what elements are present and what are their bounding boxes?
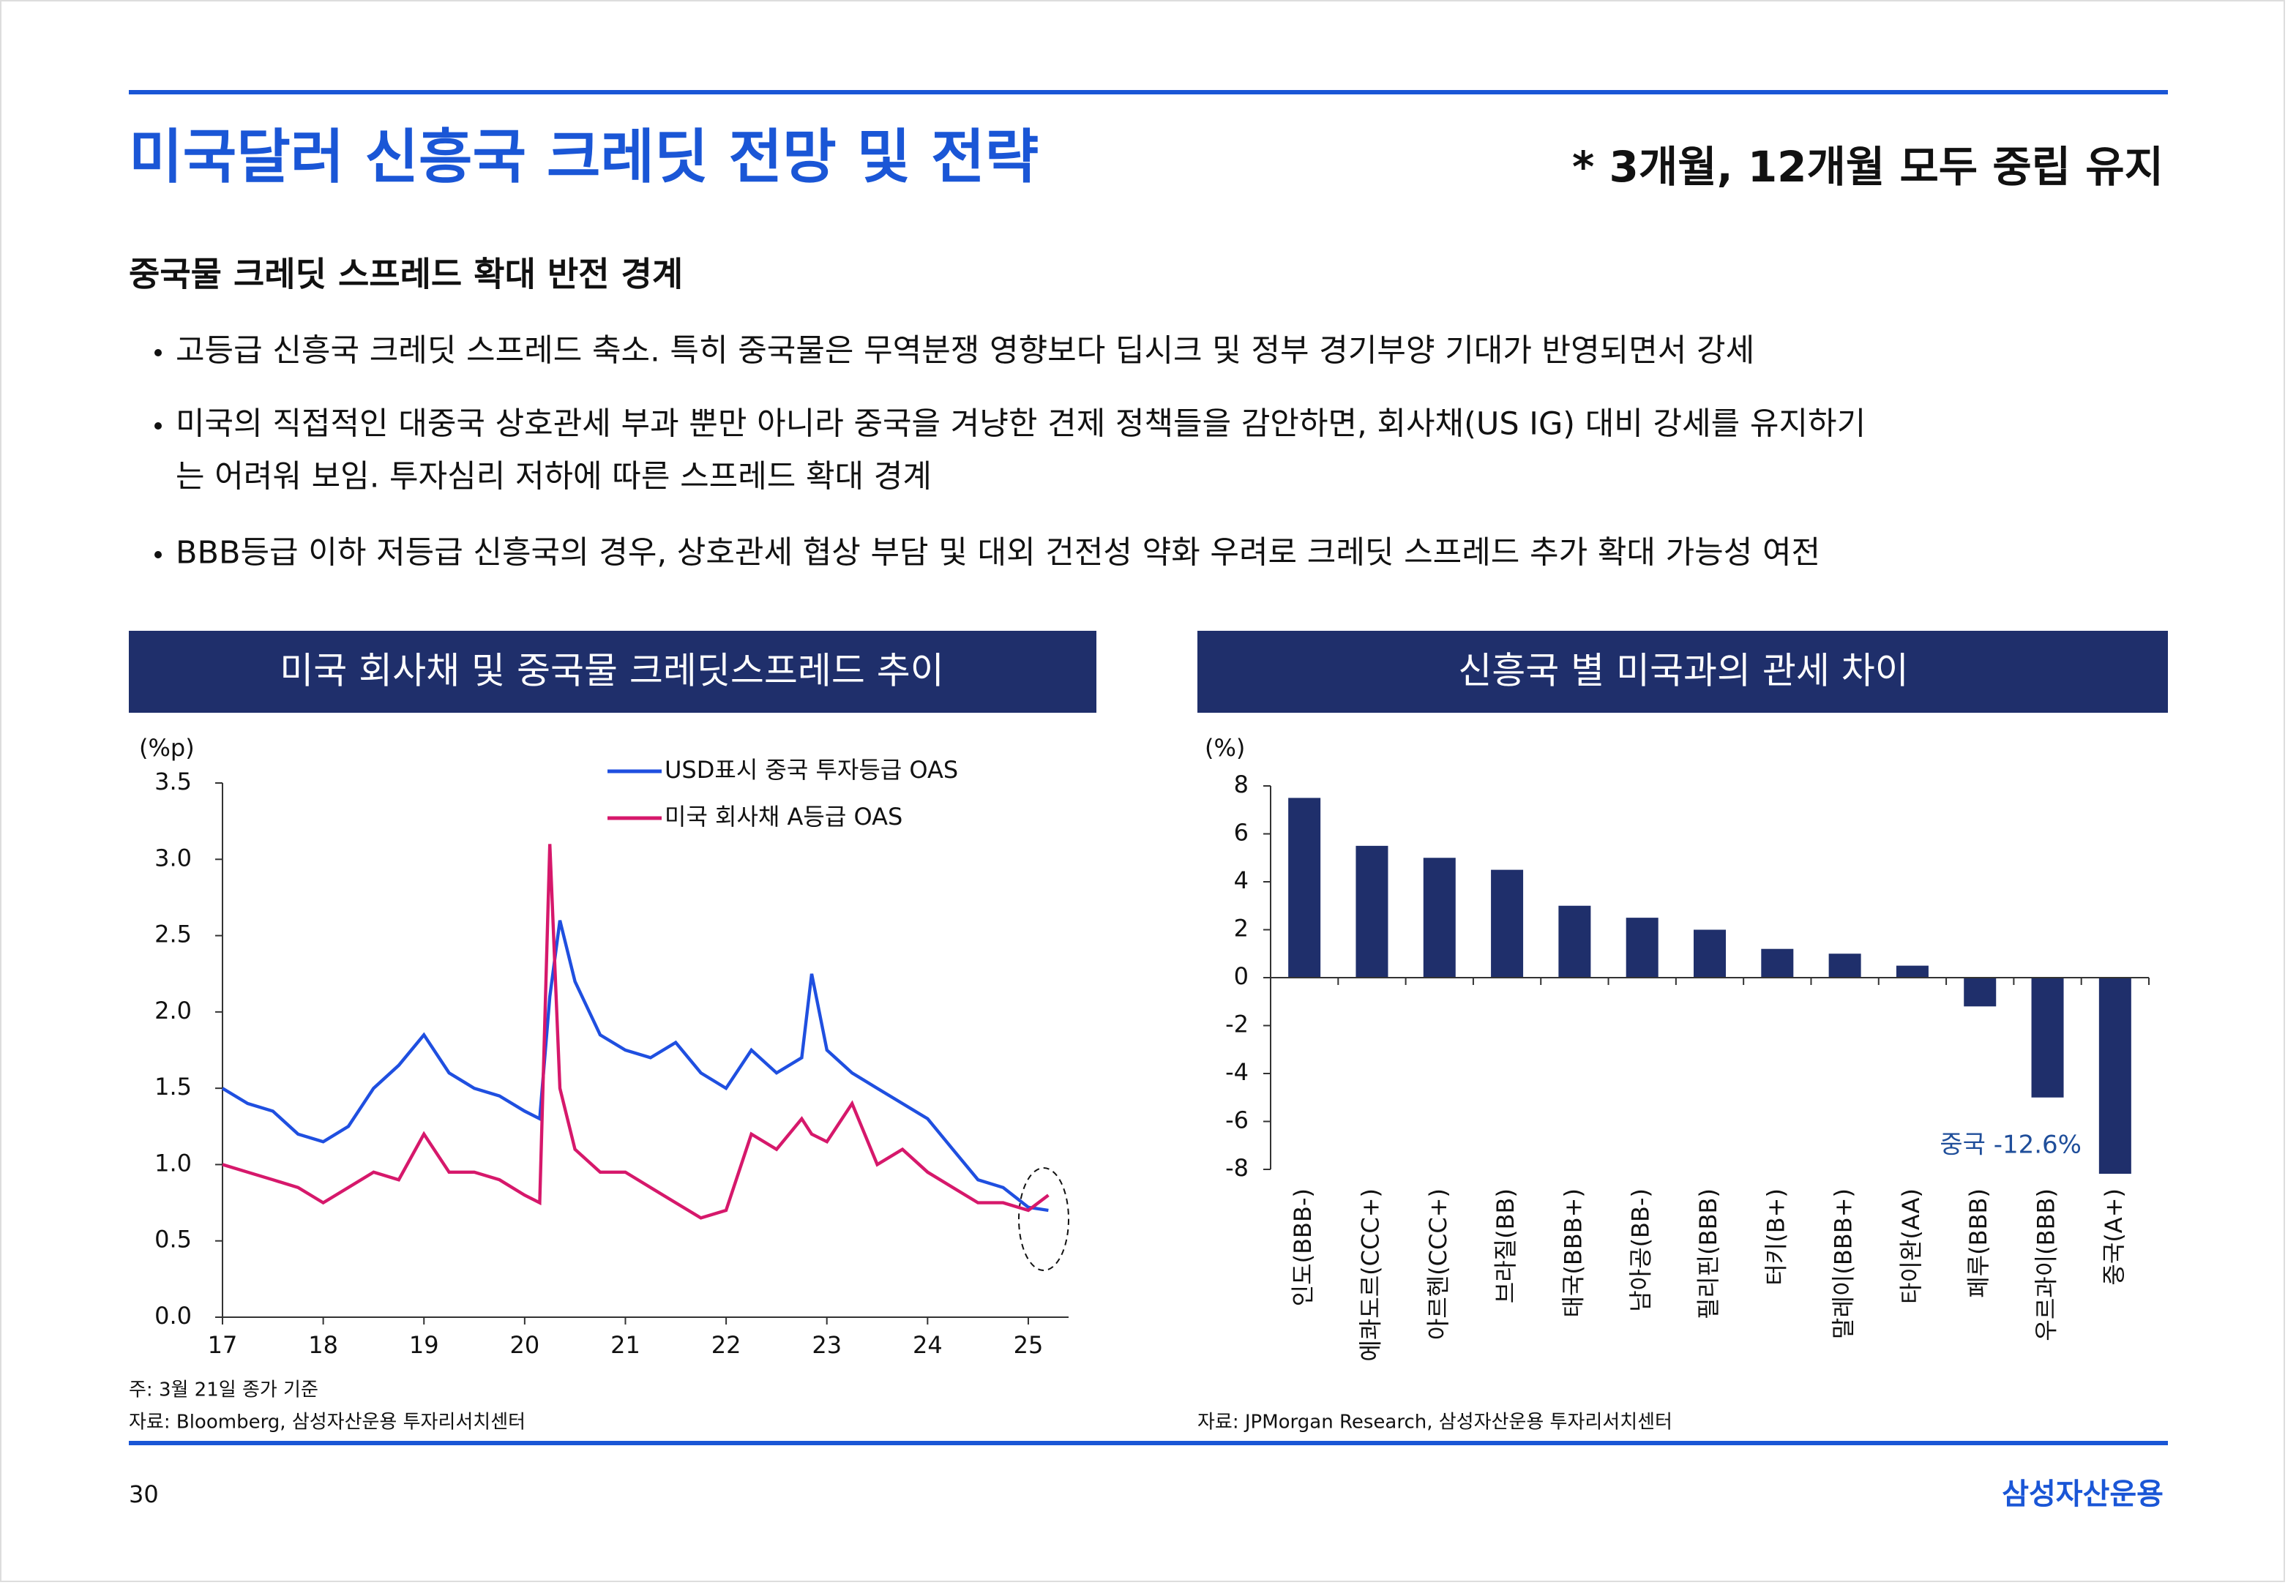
bar xyxy=(1828,954,1861,978)
section-title: 중국물 크레딧 스프레드 확대 반전 경계 xyxy=(129,255,683,294)
bar xyxy=(1626,918,1659,978)
x-tick-label: 터키(B+) xyxy=(1762,1188,1790,1286)
bar xyxy=(1761,948,1794,978)
source: 자료: JPMorgan Research, 삼성자산운용 투자리서치센터 xyxy=(1197,1412,1672,1434)
x-tick-label: 남아공(BB-) xyxy=(1627,1188,1655,1312)
x-tick-label: 23 xyxy=(812,1331,842,1359)
chart-header xyxy=(129,631,1096,713)
y-tick-label: 0 xyxy=(1234,962,1249,990)
x-tick-label: 18 xyxy=(308,1331,338,1359)
y-tick-label: 3.5 xyxy=(154,768,192,795)
y-tick-label: 0.5 xyxy=(154,1226,192,1254)
chart-header xyxy=(1197,631,2168,713)
y-tick-label: 2 xyxy=(1234,915,1249,943)
x-tick-label: 타이완(AA) xyxy=(1897,1188,1925,1304)
source: 자료: Bloomberg, 삼성자산운용 투자리서치센터 xyxy=(129,1412,526,1434)
x-tick-label: 24 xyxy=(913,1331,943,1359)
y-tick-label: -8 xyxy=(1225,1154,1249,1182)
y-tick-label: -2 xyxy=(1225,1011,1249,1038)
y-tick-label: 1.5 xyxy=(154,1073,192,1101)
x-tick-label: 말레이(BBB+) xyxy=(1830,1188,1858,1339)
x-tick-label: 중국(A+) xyxy=(2100,1188,2128,1286)
x-tick-label: 페루(BBB) xyxy=(1964,1188,1992,1298)
x-tick-label: 필리핀(BBB) xyxy=(1694,1188,1722,1319)
chart-title: 신흥국 별 미국과의 관세 차이 xyxy=(1458,650,1909,692)
x-tick-label: 아르헨(CCC+) xyxy=(1424,1188,1452,1340)
x-tick-label: 17 xyxy=(208,1331,238,1359)
y-axis-label: (%p) xyxy=(139,734,195,762)
x-tick-label: 인도(BBB-) xyxy=(1289,1188,1317,1306)
legend-label: 미국 회사채 A등급 OAS xyxy=(665,803,902,831)
bullet-list: 고등급 신흥국 크레딧 스프레드 축소. 특히 중국물은 무역분쟁 영향보다 딥… xyxy=(154,333,1866,572)
series-line xyxy=(222,844,1050,1220)
bullet-text: BBB등급 이하 저등급 신흥국의 경우, 상호관세 협상 부담 및 대외 건전… xyxy=(176,535,1820,572)
brand: 삼성자산운용 xyxy=(2002,1477,2164,1511)
stance: * 3개월, 12개월 모두 중립 유지 xyxy=(1572,142,2164,192)
y-tick-label: 1.0 xyxy=(154,1149,192,1177)
chart-title: 미국 회사채 및 중국물 크레딧스프레드 추이 xyxy=(280,650,943,692)
bar xyxy=(1355,845,1388,978)
series-line xyxy=(221,920,1049,1213)
y-tick-label: -6 xyxy=(1225,1106,1249,1134)
bullet-text: 고등급 신흥국 크레딧 스프레드 축소. 특히 중국물은 무역분쟁 영향보다 딥… xyxy=(176,333,1754,370)
x-tick-label: 브라질(BB) xyxy=(1492,1188,1519,1303)
y-tick-label: -4 xyxy=(1225,1058,1249,1086)
legend-label: USD표시 중국 투자등급 OAS xyxy=(665,756,958,784)
y-tick-label: 0.0 xyxy=(154,1302,192,1330)
x-tick-label: 19 xyxy=(409,1331,439,1359)
highlight-ellipse xyxy=(1018,1167,1069,1271)
bar xyxy=(1964,978,1997,1007)
bar xyxy=(1288,798,1321,978)
x-tick-label: 22 xyxy=(711,1331,741,1359)
bullet-dot xyxy=(154,422,162,430)
y-tick-label: 3.0 xyxy=(154,844,192,872)
y-tick-label: 2.0 xyxy=(154,997,192,1024)
bar xyxy=(1694,929,1726,978)
y-tick-label: 4 xyxy=(1234,866,1249,894)
x-tick-label: 21 xyxy=(610,1331,640,1359)
bar xyxy=(1423,858,1456,978)
bar xyxy=(1491,869,1524,978)
bullet-dot xyxy=(154,551,162,558)
x-tick-label: 우르과이(BBB) xyxy=(2033,1188,2060,1341)
bullet-text: 는 어려워 보임. 투자심리 저하에 따른 스프레드 확대 경계 xyxy=(176,459,932,495)
bullet-dot xyxy=(154,349,162,356)
title: 미국달러 신흥국 크레딧 전망 및 전략 xyxy=(129,123,1039,191)
x-tick-label: 25 xyxy=(1014,1331,1044,1359)
x-tick-label: 20 xyxy=(509,1331,539,1359)
bullet-text: 미국의 직접적인 대중국 상호관세 부과 뿐만 아니라 중국을 겨냥한 견제 정… xyxy=(176,406,1866,443)
y-axis-label: (%) xyxy=(1205,734,1245,762)
y-tick-label: 8 xyxy=(1234,771,1249,798)
page-number: 30 xyxy=(129,1480,159,1508)
bar xyxy=(2098,978,2131,1174)
bar xyxy=(1896,965,1929,978)
y-tick-label: 6 xyxy=(1234,819,1249,847)
annotation: 중국 -12.6% xyxy=(1940,1131,2082,1160)
x-tick-label: 에콰도르(CCC+) xyxy=(1356,1188,1384,1362)
bars xyxy=(1288,798,2131,1174)
x-tick-label: 태국(BBB+) xyxy=(1559,1188,1587,1318)
y-tick-label: 2.5 xyxy=(154,921,192,948)
bar xyxy=(1558,905,1591,978)
bar xyxy=(2031,978,2064,1098)
note: 주: 3월 21일 종가 기준 xyxy=(129,1379,318,1401)
